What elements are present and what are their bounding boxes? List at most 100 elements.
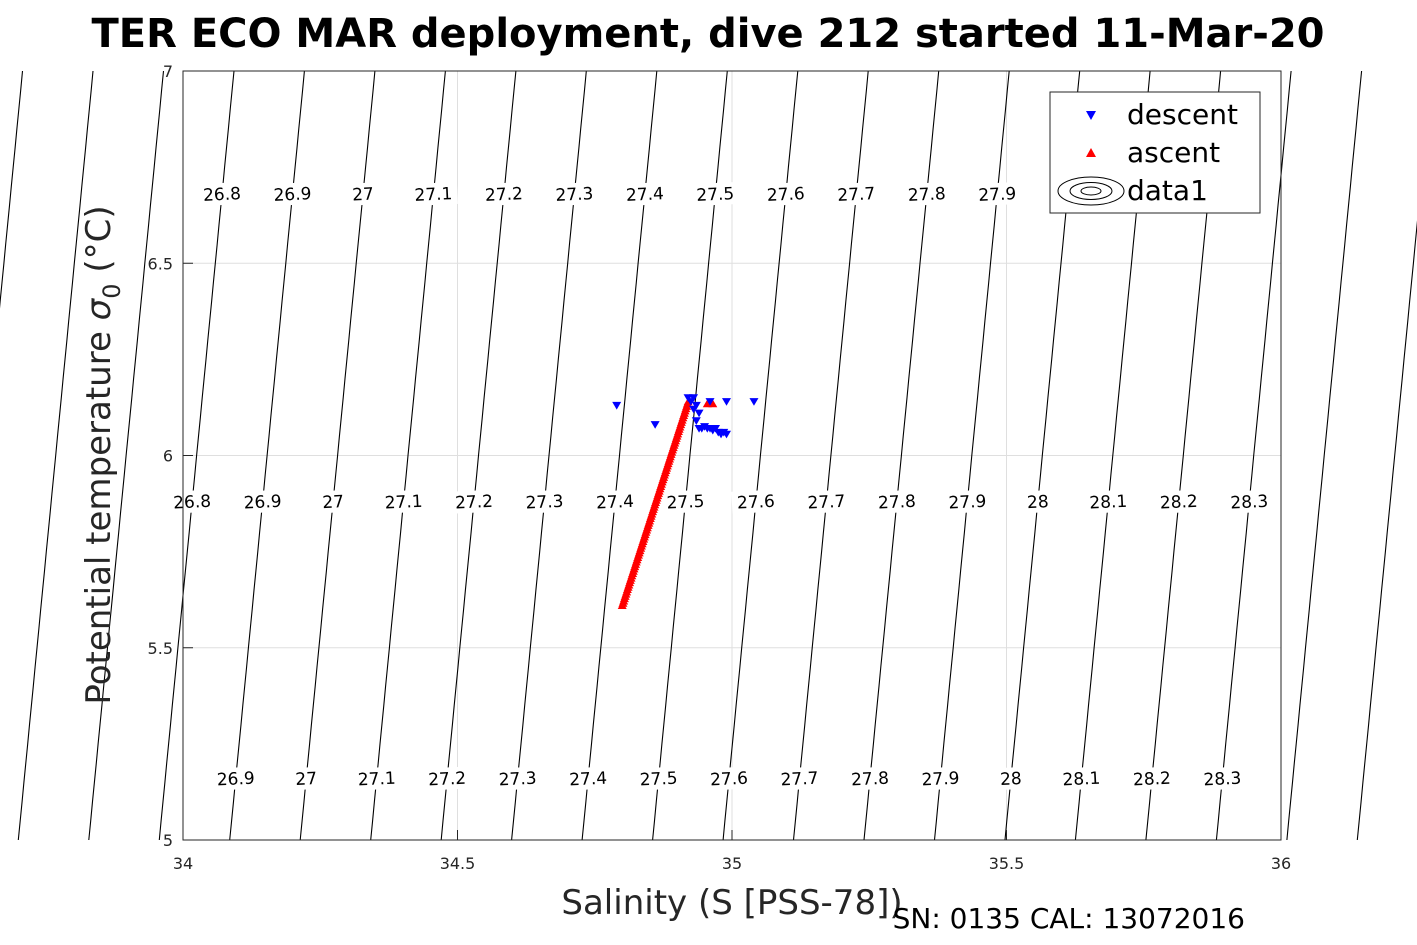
- isopycnal-label-text: 27.9: [948, 492, 987, 514]
- isopycnal-label-text: 26.9: [273, 184, 312, 206]
- isopycnal-label: 27.9: [916, 766, 965, 791]
- isopycnal-label-text: 27.8: [851, 769, 890, 791]
- isopycnal-label-text: 27.4: [596, 492, 635, 514]
- isopycnal-label: 28.3: [1224, 489, 1274, 514]
- isopycnal-label-bg: [238, 489, 288, 514]
- isopycnal-label-bg: [338, 181, 388, 207]
- isopycnal-label: 28: [1013, 489, 1063, 514]
- isopycnal-label: 27.1: [379, 489, 429, 514]
- isopycnal-label-bg: [942, 489, 992, 514]
- isopycnal-label: 27.5: [634, 766, 684, 791]
- isopycnal-label-bg: [1083, 489, 1133, 514]
- isopycnal-label-text: 26.8: [203, 184, 242, 206]
- isopycnal-line: [1286, 70, 1363, 841]
- isopycnal-label-bg: [308, 489, 358, 514]
- isopycnal-label-text: 27: [295, 769, 318, 790]
- isopycnal-label: 27.7: [831, 181, 881, 207]
- legend-descent-label: descent: [1127, 98, 1238, 131]
- isopycnal-label: 27.3: [520, 489, 569, 514]
- isopycnal-label: 28.2: [1154, 489, 1204, 514]
- x-tick-label: 34: [173, 854, 193, 873]
- isopycnal-label-text: 27.3: [555, 184, 594, 206]
- descent-point: [749, 398, 759, 406]
- isopycnal-label-bg: [704, 766, 754, 791]
- legend-ascent-marker: [1086, 148, 1096, 157]
- isopycnal-label: 27.7: [801, 489, 851, 514]
- isopycnal-label: 26.9: [238, 489, 288, 514]
- isopycnal-label-bg: [422, 766, 472, 791]
- legend-box: [1049, 91, 1261, 214]
- isopycnal-label-bg: [379, 489, 429, 514]
- isopycnal-label-text: 28.2: [1133, 769, 1172, 791]
- isopycnal-label-text: 27.6: [710, 769, 749, 791]
- isopycnal-label-text: 28.1: [1089, 492, 1128, 514]
- descent-point: [691, 417, 701, 425]
- isopycnal-label-bg: [197, 181, 247, 207]
- y-axis-label-sigma: σ: [79, 297, 119, 320]
- isopycnal-label-bg: [167, 489, 217, 514]
- isopycnal-label-text: 27.2: [455, 492, 494, 514]
- isopycnal-label-text: 27.5: [639, 769, 678, 791]
- isopycnal-label-bg: [872, 489, 922, 514]
- isopycnal-label-bg: [986, 766, 1036, 791]
- isopycnal-label: 27.9: [972, 181, 1022, 207]
- isopycnal-label-bg: [211, 766, 261, 791]
- isopycnal-label-text: 27.2: [428, 769, 467, 791]
- isopycnal-label-bg: [549, 181, 599, 207]
- isopycnal-label-bg: [761, 181, 811, 207]
- isopycnal-line: [0, 70, 24, 309]
- y-axis-label-main: Potential temperature: [79, 320, 119, 704]
- isopycnal-label-bg: [1013, 489, 1063, 514]
- isopycnal-label-text: 27.8: [907, 184, 946, 206]
- y-axis-label-subscript: 0: [98, 283, 126, 298]
- y-tick-label: 5: [163, 831, 173, 850]
- chart-title: TER ECO MAR deployment, dive 212 started…: [91, 11, 1324, 57]
- x-tick-label: 36: [1271, 854, 1291, 873]
- isopycnal-label-text: 26.9: [243, 492, 282, 514]
- descent-point: [705, 398, 715, 406]
- descent-point: [722, 398, 732, 406]
- isopycnal-label-bg: [731, 489, 781, 514]
- isopycnal-label-bg: [775, 766, 824, 791]
- isopycnal-label: 27.5: [661, 489, 710, 514]
- isopycnal-label: 27.4: [563, 766, 613, 791]
- isopycnal-label-bg: [620, 181, 670, 207]
- isopycnal-label-bg: [563, 766, 613, 791]
- isopycnal-label-bg: [801, 489, 851, 514]
- isopycnal-label-bg: [493, 766, 543, 791]
- isopycnal-label-text: 28: [1027, 492, 1050, 513]
- isopycnal-label: 26.8: [197, 181, 247, 207]
- isopycnal-label-text: 27.1: [384, 492, 423, 514]
- descent-point: [691, 401, 701, 410]
- isopycnal-label: 27.8: [872, 489, 922, 514]
- isopycnal-label-text: 28.1: [1062, 769, 1101, 791]
- isopycnal-label-text: 27.3: [525, 492, 564, 514]
- legend-descent-marker: [1086, 111, 1096, 120]
- isopycnal-label: 27.2: [422, 766, 472, 791]
- isopycnal-label-bg: [916, 766, 965, 791]
- isopycnal-label-text: 27.3: [498, 769, 537, 791]
- isopycnal-label-text: 28: [1000, 769, 1023, 790]
- isopycnal-line: [17, 70, 94, 841]
- isopycnal-label: 27: [338, 181, 388, 207]
- isopycnal-label: 27.9: [942, 489, 992, 514]
- y-tick-label: 7: [163, 62, 173, 81]
- isopycnal-label: 27.6: [761, 181, 811, 207]
- x-axis-label: Salinity (S [PSS-78]): [561, 883, 902, 923]
- isopycnal-label-text: 27.5: [696, 184, 735, 206]
- isopycnal-label: 27.1: [408, 181, 458, 207]
- y-axis-label: Potential temperature σ0 (°C): [79, 205, 126, 704]
- isopycnal-label-text: 26.8: [173, 492, 212, 514]
- isopycnal-label-bg: [845, 766, 895, 791]
- isopycnal-label: 28.1: [1056, 766, 1106, 791]
- descent-point: [694, 409, 704, 418]
- isopycnal-label-bg: [1197, 766, 1247, 791]
- ascent-series: [617, 397, 718, 610]
- isopycnal-label-text: 27.4: [569, 769, 608, 791]
- isopycnal-label-bg: [590, 489, 640, 514]
- isopycnal-label: 27.8: [902, 181, 952, 207]
- isopycnal-label: 27.2: [449, 489, 499, 514]
- isopycnal-label-text: 27.6: [737, 492, 776, 514]
- isopycnal-label: 27.8: [845, 766, 895, 791]
